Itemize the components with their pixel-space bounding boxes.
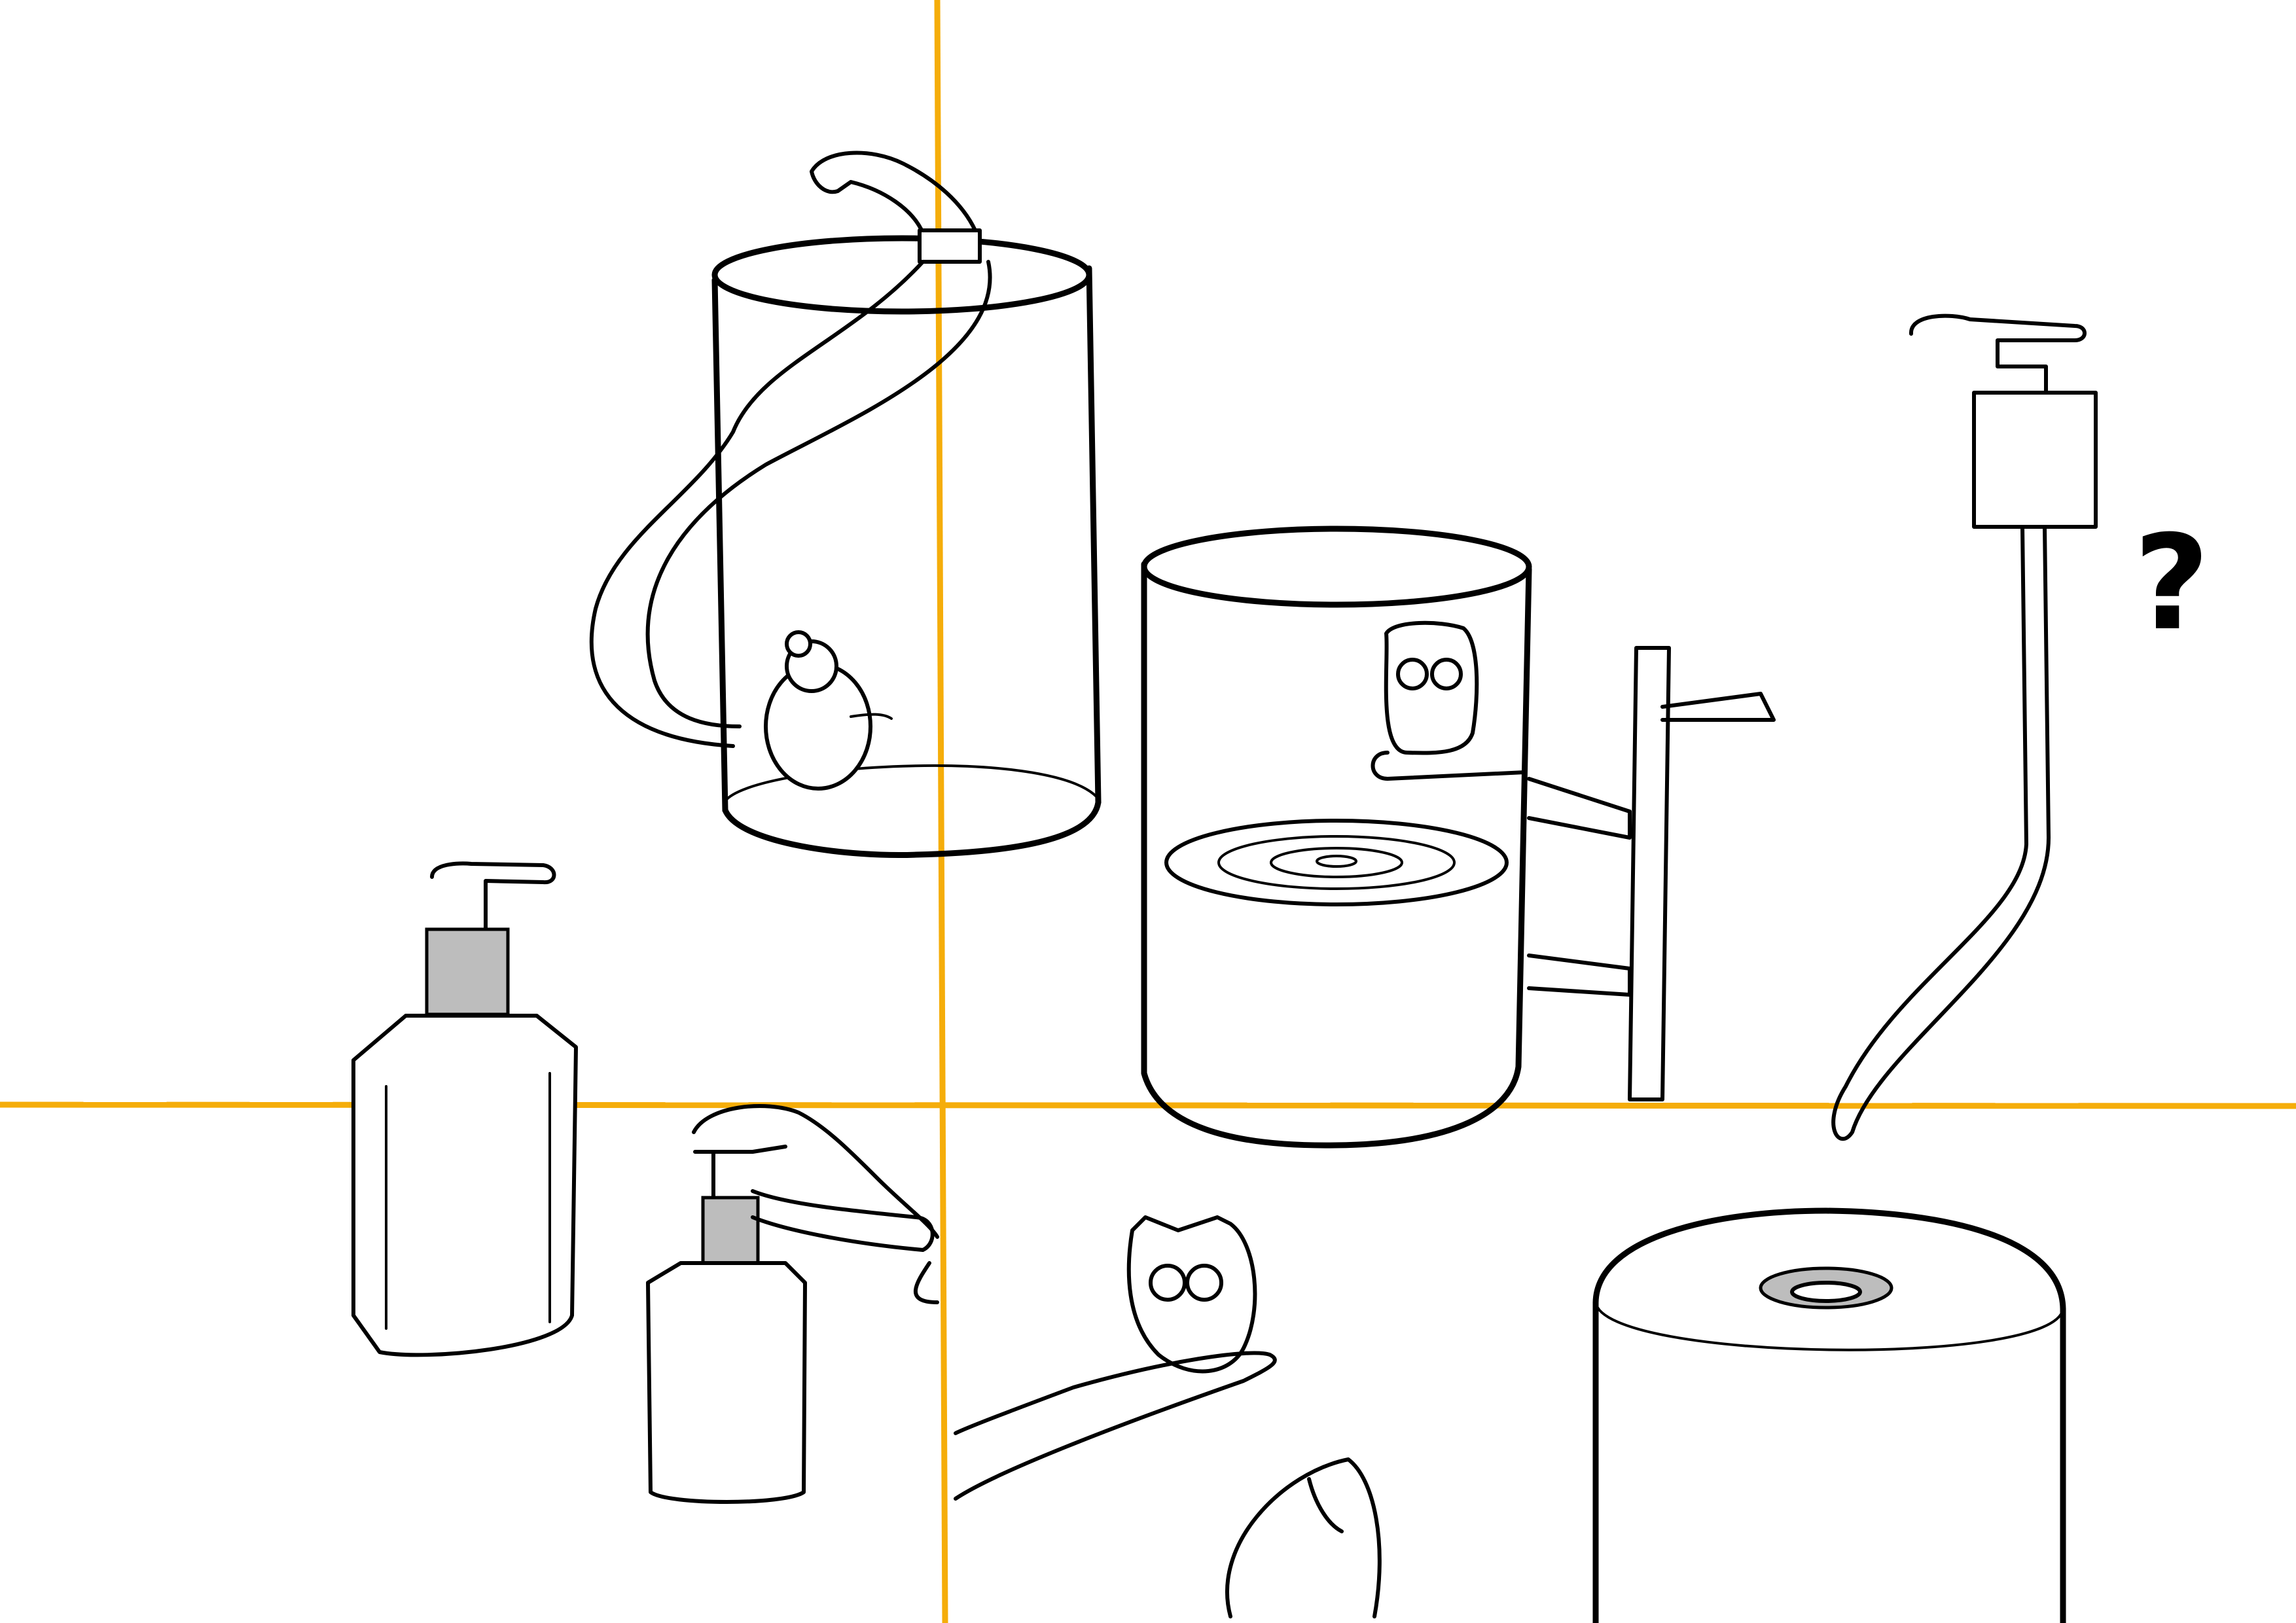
pump-cap (1972, 391, 2098, 529)
roll-top-edge (1594, 1301, 2064, 1351)
water-surface (1164, 819, 1509, 906)
owl-outside-eye-right (1185, 1264, 1223, 1302)
large-bottle-detail (385, 1072, 551, 1330)
mug-handle (1527, 646, 1776, 1101)
mouse-figure (764, 630, 893, 791)
handle-lower-bracket (1527, 954, 1632, 997)
owl-branch (1371, 751, 1527, 781)
large-bottle-body (351, 1014, 578, 1357)
pump-with-tube: ? (1831, 313, 2210, 1141)
cylinder-bottom-inner (724, 764, 1098, 802)
mug-outline (1141, 561, 1532, 1149)
long-branch (954, 1351, 1277, 1501)
owl-body (1384, 620, 1479, 755)
handle-upper-bracket (1527, 777, 1632, 840)
brush-tuft (1225, 1457, 1382, 1618)
hand-outline (692, 1104, 939, 1304)
water-ripple-2 (1270, 847, 1403, 878)
cylinder-bottom-rim (722, 799, 1102, 858)
dip-tube (1831, 525, 2051, 1141)
grid-line-vertical (934, 0, 948, 1623)
cylinder-top-rim (711, 235, 1092, 315)
roll-core-hole (1790, 1281, 1862, 1303)
owl-eye-left (1396, 658, 1429, 690)
mug-with-owl (1141, 526, 1776, 1149)
pump-bottle-large (351, 861, 578, 1357)
small-pump-collar (701, 1196, 760, 1265)
large-pump-head (430, 861, 556, 931)
owl-outside-eye-left (1149, 1264, 1187, 1302)
handle-branch (1660, 692, 1776, 722)
owl-eye-right (1430, 658, 1463, 690)
glass-cylinder-with-mouse (589, 151, 1102, 858)
large-pump-collar (425, 927, 510, 1016)
owl-on-branch (954, 1215, 1382, 1618)
small-bottle-body (646, 1261, 807, 1504)
question-mark-annotation: ? (2134, 507, 2210, 660)
grid-line-horizontal (0, 1101, 2296, 1109)
roll-outline (1592, 1207, 2066, 1623)
mouse-arm (850, 713, 893, 720)
pump-head (1909, 313, 2087, 395)
water-ripple-1 (1217, 835, 1456, 890)
pump-bottle-with-hand (646, 1104, 939, 1504)
paper-roll (1592, 1207, 2066, 1623)
mouse-ear (785, 630, 812, 658)
pump-collar (918, 228, 982, 264)
mug-rim (1141, 526, 1532, 608)
pump-spout (810, 151, 977, 235)
cylinder-outline (711, 265, 1102, 813)
owl-figure-in-mug (1371, 620, 1527, 781)
water-ripple-3 (1316, 855, 1357, 868)
small-pump-head (693, 1145, 787, 1200)
handle-pole (1628, 646, 1671, 1101)
curved-tube (589, 260, 992, 748)
